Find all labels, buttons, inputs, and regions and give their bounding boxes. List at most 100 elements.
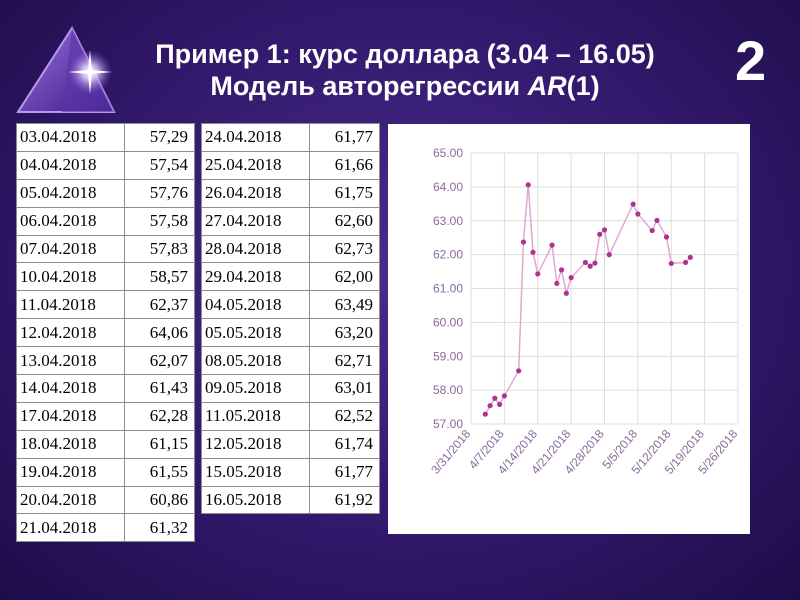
data-point (568, 275, 574, 281)
table-row: 15.05.2018 61,77 (201, 457, 380, 487)
date-cell: 11.05.2018 (201, 401, 310, 431)
rate-cell: 62,07 (124, 346, 195, 376)
rate-cell: 63,01 (309, 374, 380, 403)
date-cell: 06.04.2018 (16, 206, 125, 236)
rate-cell: 61,55 (124, 457, 195, 487)
date-cell: 13.04.2018 (16, 346, 125, 376)
chart-panel: 65.00 64.00 63.00 62.00 61.00 60.00 59.00 58.00… (388, 124, 750, 534)
y-tick-label: 65.00 (433, 146, 463, 160)
date-cell: 10.04.2018 (16, 262, 125, 292)
rate-cell: 61,32 (124, 513, 195, 543)
data-point (554, 280, 560, 287)
date-cell: 15.05.2018 (201, 457, 310, 487)
data-point (654, 217, 660, 224)
rate-cell: 62,37 (124, 290, 195, 320)
table-row: 17.04.2018 62,28 (16, 401, 195, 431)
date-cell: 12.04.2018 (16, 318, 125, 348)
rate-cell: 62,52 (309, 401, 380, 431)
data-point (492, 395, 498, 401)
data-point (663, 234, 670, 240)
rate-cell: 61,43 (124, 374, 195, 403)
date-cell: 18.04.2018 (16, 429, 125, 459)
table-row: 26.04.2018 61,75 (201, 178, 380, 208)
data-point (668, 260, 674, 267)
data-point (520, 239, 527, 245)
y-tick-label: 58.00 (433, 383, 463, 397)
rate-cell: 61,92 (309, 485, 380, 515)
table-row: 27.04.2018 62,60 (201, 206, 380, 236)
rate-cell: 61,74 (309, 429, 380, 459)
rate-cell: 62,73 (309, 234, 380, 264)
date-cell: 29.04.2018 (201, 262, 310, 292)
y-tick-label: 62.00 (433, 248, 463, 262)
data-point (592, 260, 598, 266)
table-row: 04.05.2018 63,49 (201, 290, 380, 320)
date-cell: 08.05.2018 (201, 346, 310, 376)
date-cell: 26.04.2018 (201, 178, 310, 208)
table-row: 05.05.2018 63,20 (201, 318, 380, 348)
table-row: 05.04.2018 57,76 (16, 178, 195, 208)
rate-cell: 62,28 (124, 401, 195, 431)
date-cell: 05.04.2018 (16, 178, 125, 208)
data-point (649, 227, 655, 234)
y-tick-label: 60.00 (433, 315, 463, 329)
date-cell: 25.04.2018 (201, 150, 310, 180)
date-cell: 19.04.2018 (16, 457, 125, 487)
table-row: 08.05.2018 62,71 (201, 346, 380, 376)
rate-cell: 61,66 (309, 150, 380, 180)
y-tick-label: 64.00 (433, 180, 463, 194)
date-cell: 09.05.2018 (201, 374, 310, 403)
data-point (587, 263, 593, 269)
data-point (563, 290, 569, 296)
date-cell: 12.05.2018 (201, 429, 310, 459)
rates-table-left: 03.04.2018 57,29 04.04.2018 57,54 05.04.2018… (16, 123, 195, 543)
series-line (484, 184, 691, 415)
rate-cell: 63,49 (309, 290, 380, 320)
data-point (487, 403, 493, 409)
data-point (687, 254, 693, 260)
data-point (582, 259, 589, 266)
pyramid-logo-icon (16, 25, 116, 113)
table-row: 13.04.2018 62,07 (16, 346, 195, 376)
data-point (682, 259, 689, 266)
y-tick-label: 63.00 (433, 214, 463, 228)
table-row: 03.04.2018 57,29 (16, 123, 195, 152)
rate-cell: 57,29 (124, 123, 195, 152)
table-row: 29.04.2018 62,00 (201, 262, 380, 292)
table-row: 06.04.2018 57,58 (16, 206, 195, 236)
date-cell: 14.04.2018 (16, 374, 125, 403)
table-row: 11.05.2018 62,52 (201, 401, 380, 431)
date-cell: 05.05.2018 (201, 318, 310, 348)
title-model-name: AR (527, 71, 567, 101)
rate-cell: 61,75 (309, 178, 380, 208)
rate-cell: 63,20 (309, 318, 380, 348)
data-point (482, 411, 488, 417)
data-point (501, 393, 507, 399)
table-row: 10.04.2018 58,57 (16, 262, 195, 292)
rate-cell: 57,58 (124, 206, 195, 236)
table-row: 04.04.2018 57,54 (16, 150, 195, 180)
title-line-1: Пример 1: курс доллара (3.04 – 16.05) (155, 39, 655, 69)
data-point (630, 201, 636, 207)
rate-cell: 62,71 (309, 346, 380, 376)
data-point (606, 252, 612, 258)
rates-table-right: 24.04.2018 61,77 25.04.2018 61,66 26.04.2018… (201, 123, 380, 515)
title-line-2: Модель авторегрессии AR(1) (95, 70, 715, 102)
date-cell: 17.04.2018 (16, 401, 125, 431)
rate-cell: 61,77 (309, 123, 380, 152)
rate-cell: 57,76 (124, 178, 195, 208)
title-line-2-suffix: (1) (566, 71, 600, 101)
exchange-rate-line-chart: 65.00 64.00 63.00 62.00 61.00 60.00 59.00 58.00… (428, 146, 740, 477)
table-row: 25.04.2018 61,66 (201, 150, 380, 180)
date-cell: 11.04.2018 (16, 290, 125, 320)
date-cell: 28.04.2018 (201, 234, 310, 264)
data-point (516, 368, 522, 374)
table-row: 11.04.2018 62,37 (16, 290, 195, 320)
date-cell: 07.04.2018 (16, 234, 125, 264)
table-row: 14.04.2018 61,43 (16, 374, 195, 403)
rate-cell: 62,00 (309, 262, 380, 292)
rate-cell: 57,54 (124, 150, 195, 180)
table-row: 24.04.2018 61,77 (201, 123, 380, 152)
table-row: 12.05.2018 61,74 (201, 429, 380, 459)
table-row: 28.04.2018 62,73 (201, 234, 380, 264)
